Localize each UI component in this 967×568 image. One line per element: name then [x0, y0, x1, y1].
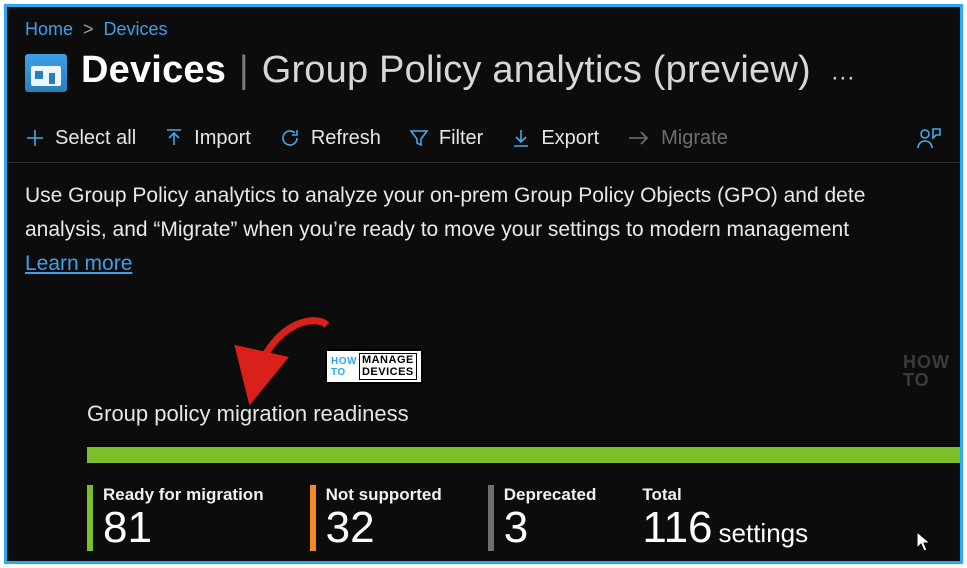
- feedback-button[interactable]: [916, 126, 942, 150]
- export-label: Export: [541, 127, 599, 150]
- readiness-heading: Group policy migration readiness: [87, 401, 960, 427]
- refresh-label: Refresh: [311, 127, 381, 150]
- migrate-button[interactable]: Migrate: [627, 127, 728, 150]
- stat-deprecated: Deprecated 3: [488, 485, 597, 551]
- command-bar: Select all Import Refresh Filter Export …: [7, 110, 960, 163]
- arrow-right-icon: [627, 129, 651, 147]
- refresh-button[interactable]: Refresh: [279, 127, 381, 150]
- refresh-icon: [279, 127, 301, 149]
- filter-icon: [409, 128, 429, 148]
- learn-more-link[interactable]: Learn more: [7, 248, 150, 276]
- import-button[interactable]: Import: [164, 127, 251, 150]
- stat-notsupported-label: Not supported: [326, 485, 442, 505]
- migrate-label: Migrate: [661, 127, 728, 150]
- select-all-button[interactable]: Select all: [25, 127, 136, 150]
- page-title-primary: Devices: [81, 49, 226, 91]
- page-header: Devices | Group Policy analytics (previe…: [7, 46, 960, 110]
- stat-total: Total 116settings: [642, 485, 808, 551]
- page-title-overflow[interactable]: ···: [825, 48, 855, 92]
- export-icon: [511, 127, 531, 149]
- stat-ready: Ready for migration 81: [87, 485, 264, 551]
- readiness-section: Group policy migration readiness Ready f…: [87, 401, 960, 551]
- stat-notsupported: Not supported 32: [310, 485, 442, 551]
- import-label: Import: [194, 127, 251, 150]
- filter-button[interactable]: Filter: [409, 127, 483, 150]
- breadcrumb-home-link[interactable]: Home: [25, 19, 73, 40]
- page-glyph-icon: [25, 54, 67, 92]
- filter-label: Filter: [439, 127, 483, 150]
- stat-total-value: 116settings: [642, 505, 808, 551]
- stat-deprecated-label: Deprecated: [504, 485, 597, 505]
- readiness-progress-bar: [87, 447, 963, 463]
- description-line-1: Use Group Policy analytics to analyze yo…: [7, 163, 960, 213]
- select-all-label: Select all: [55, 127, 136, 150]
- stat-deprecated-value: 3: [504, 505, 597, 551]
- import-icon: [164, 127, 184, 149]
- watermark-badge: HOWTOMANAGEDEVICES: [325, 349, 423, 384]
- watermark-faint: HOWTO: [903, 353, 950, 389]
- watermark-howto: HOWTO: [331, 357, 359, 378]
- description-line-2: analysis, and “Migrate” when you’re read…: [7, 213, 960, 247]
- breadcrumb-separator: >: [83, 19, 94, 40]
- breadcrumb-devices-link[interactable]: Devices: [104, 19, 168, 40]
- stat-ready-value: 81: [103, 505, 264, 551]
- watermark-brand: MANAGEDEVICES: [359, 353, 417, 380]
- stat-ready-label: Ready for migration: [103, 485, 264, 505]
- stat-notsupported-value: 32: [326, 505, 442, 551]
- plus-icon: [25, 128, 45, 148]
- page-title: Devices | Group Policy analytics (previe…: [81, 49, 811, 92]
- export-button[interactable]: Export: [511, 127, 599, 150]
- app-frame: Home > Devices Devices | Group Policy an…: [4, 4, 963, 564]
- readiness-stats: Ready for migration 81 Not supported 32 …: [87, 485, 960, 551]
- stat-total-number: 116: [642, 503, 712, 552]
- person-feedback-icon: [916, 126, 942, 150]
- stat-total-unit: settings: [713, 518, 809, 548]
- mouse-cursor-icon: [916, 531, 934, 553]
- page-title-secondary: Group Policy analytics (preview): [262, 49, 811, 91]
- stat-total-label: Total: [642, 485, 808, 505]
- breadcrumb: Home > Devices: [7, 7, 960, 46]
- page-title-divider: |: [237, 49, 251, 91]
